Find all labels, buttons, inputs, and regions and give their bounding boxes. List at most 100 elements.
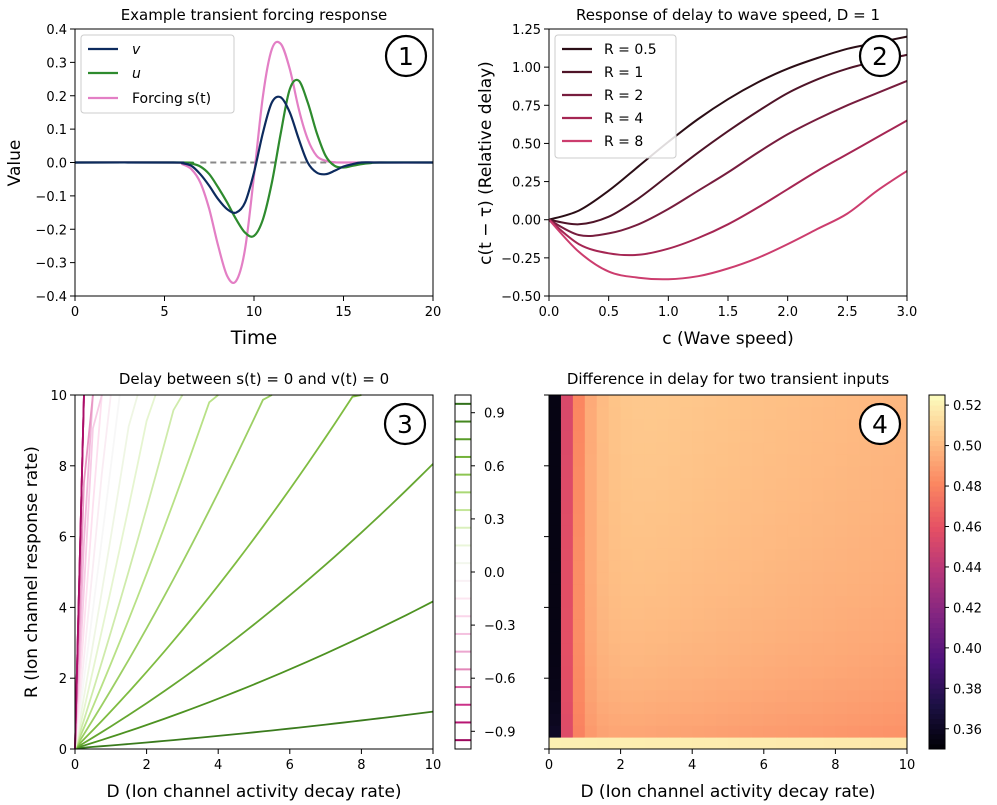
heatmap-cell: [584, 607, 598, 620]
heatmap-cell: [859, 572, 872, 585]
heatmap-cell: [680, 406, 693, 419]
heatmap-cell: [775, 465, 789, 478]
heatmap-cell: [560, 595, 574, 608]
heatmap-cell: [835, 678, 848, 691]
heatmap-cell: [883, 619, 896, 632]
heatmap-cell: [763, 690, 777, 703]
colorbar-gradient-step: [929, 450, 945, 457]
heatmap-cell: [763, 572, 777, 585]
heatmap-cell: [728, 560, 741, 573]
heatmap-cell: [835, 395, 848, 408]
colorbar-gradient-step: [929, 622, 945, 629]
heatmap-cell: [680, 690, 693, 703]
heatmap-cell: [799, 678, 812, 691]
heatmap-cell: [739, 583, 753, 596]
heatmap-cell: [560, 501, 574, 514]
heatmap-cell: [883, 666, 896, 679]
heatmap-cell: [728, 406, 741, 419]
heatmap-cell: [644, 737, 657, 750]
heatmap-cell: [847, 572, 860, 585]
heatmap-cell: [716, 690, 729, 703]
heatmap-cell: [811, 501, 824, 514]
heatmap-cell: [739, 619, 753, 632]
heatmap-cell: [835, 737, 848, 750]
colorbar-gradient-step: [929, 592, 945, 598]
heatmap-cell: [572, 501, 586, 514]
heatmap-cell: [847, 737, 860, 750]
heatmap-cell: [847, 583, 860, 596]
heatmap-cell: [632, 607, 645, 620]
heatmap-cell: [751, 536, 765, 549]
heatmap-cell: [799, 465, 812, 478]
heatmap-cell: [680, 654, 693, 667]
heatmap-cell: [692, 513, 705, 526]
heatmap-cell: [787, 489, 800, 502]
panel-2-y-axis-label: c(t − τ) (Relative delay): [476, 61, 496, 265]
heatmap-cell: [560, 642, 574, 655]
heatmap-cell: [751, 619, 765, 632]
heatmap-cell: [680, 418, 693, 431]
series-line-r-2: [548, 79, 908, 237]
heatmap-cell: [632, 465, 645, 478]
series-line-r-1: [548, 53, 908, 226]
heatmap-cell: [608, 631, 621, 644]
heatmap-cell: [560, 442, 574, 455]
heatmap-cell: [859, 666, 872, 679]
heatmap-cell: [584, 513, 598, 526]
heatmap-cell: [775, 619, 789, 632]
heatmap-cell: [716, 737, 729, 750]
heatmap-cell: [608, 713, 621, 726]
heatmap-cell: [692, 690, 705, 703]
heatmap-cell: [549, 678, 562, 691]
panel-4-x-ticks: 0 2 4 6 8 10: [545, 749, 915, 773]
colorbar-tick-label: 0.52: [953, 399, 982, 414]
series-line-forcing: [74, 40, 434, 284]
heatmap-cell: [895, 560, 908, 573]
x-tick-label: 4: [214, 758, 222, 773]
heatmap-cell: [656, 572, 669, 585]
colorbar-gradient-step: [929, 511, 945, 517]
heatmap-cell: [883, 536, 896, 549]
contour-line-11: [74, 394, 103, 749]
heatmap-cell: [728, 642, 741, 655]
heatmap-cell: [608, 607, 621, 620]
heatmap-cell: [811, 607, 824, 620]
panel-3-colorbar: [455, 395, 471, 749]
heatmap-cell: [775, 595, 789, 608]
heatmap-cell: [811, 642, 824, 655]
heatmap-cell: [883, 737, 896, 750]
colorbar-background: [455, 395, 471, 749]
y-tick-label: 0.00: [512, 214, 541, 229]
heatmap-cell: [632, 725, 645, 738]
heatmap-cell: [572, 465, 586, 478]
heatmap-cell: [787, 572, 800, 585]
heatmap-cell: [859, 678, 872, 691]
heatmap-cell: [823, 572, 836, 585]
colorbar-gradient-step: [929, 738, 945, 745]
heatmap-cell: [560, 725, 574, 738]
heatmap-cell: [560, 713, 574, 726]
heatmap-cell: [668, 442, 681, 455]
heatmap-cell: [549, 465, 562, 478]
series-line-v: [74, 95, 433, 214]
heatmap-cell: [811, 489, 824, 502]
heatmap-cell: [823, 701, 836, 714]
y-tick-label: 4: [59, 601, 67, 616]
heatmap-cell: [572, 666, 586, 679]
heatmap-cell: [728, 548, 741, 561]
heatmap-cell: [572, 690, 586, 703]
heatmap-cell: [596, 690, 610, 703]
heatmap-cell: [656, 406, 669, 419]
heatmap-cell: [787, 678, 800, 691]
heatmap-cell: [751, 430, 765, 443]
heatmap-cell: [596, 619, 610, 632]
heatmap-cell: [560, 418, 574, 431]
heatmap-cell: [632, 442, 645, 455]
heatmap-cell: [859, 607, 872, 620]
heatmap-cell: [835, 477, 848, 490]
panel-4-frame: [548, 394, 908, 750]
legend-label-r-1: R = 1: [604, 65, 643, 81]
heatmap-cell: [728, 666, 741, 679]
heatmap-cell: [608, 418, 621, 431]
heatmap-cell: [692, 406, 705, 419]
